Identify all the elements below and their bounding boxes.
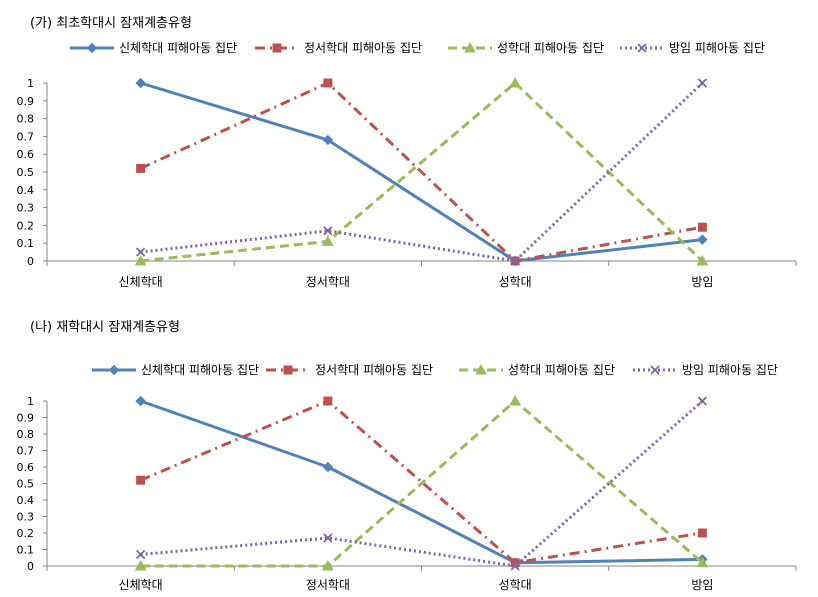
series <box>135 78 708 266</box>
x-tick-label: 신체학대 <box>119 275 163 289</box>
data-point <box>323 396 333 406</box>
legend-item: 방임 피해아동 집단 <box>620 41 765 55</box>
x-tick-label: 방임 <box>691 275 713 289</box>
y-tick-label: 0.6 <box>17 148 35 161</box>
y-tick-label: 0.4 <box>17 184 35 197</box>
series-line <box>140 399 704 568</box>
legend-marker-diamond <box>108 364 120 376</box>
y-tick-label: 0.7 <box>17 130 35 143</box>
data-point <box>697 78 708 88</box>
data-point <box>697 234 708 245</box>
x-tick-label: 신체학대 <box>119 578 163 592</box>
data-point <box>134 559 147 571</box>
y-tick-label: 0.1 <box>17 237 35 250</box>
data-point <box>323 226 333 236</box>
legend-label: 신체학대 피해아동 집단 <box>119 41 237 55</box>
data-point <box>509 394 521 406</box>
data-point <box>135 77 146 89</box>
y-tick-label: 0.8 <box>17 428 35 441</box>
x-tick-label: 성학대 <box>499 578 532 592</box>
data-point <box>322 559 334 571</box>
y-tick-label: 0.7 <box>17 445 35 458</box>
y-tick-label: 0.4 <box>17 494 35 507</box>
data-point <box>697 222 707 232</box>
y-tick-label: 0.3 <box>17 202 35 215</box>
y-tick-label: 0 <box>27 560 34 573</box>
legend-marker-square <box>272 43 282 53</box>
data-point <box>322 134 334 146</box>
y-tick-label: 0.5 <box>17 166 35 179</box>
x-tick-label: 정서학대 <box>306 578 350 592</box>
series <box>134 394 709 571</box>
legend-marker-triangle <box>464 41 476 53</box>
chart-title: (나) 재학대시 잠재계층유형 <box>30 320 180 335</box>
data-point <box>136 163 146 173</box>
legend-label: 성학대 피해아동 집단 <box>508 363 615 377</box>
legend-marker-x <box>637 43 647 53</box>
data-point <box>134 254 147 266</box>
data-point <box>323 78 333 88</box>
legend-item: 성학대 피해아동 집단 <box>448 41 604 55</box>
y-tick-label: 0.8 <box>17 113 35 126</box>
legend-item: 방임 피해아동 집단 <box>633 363 778 377</box>
data-point <box>697 528 707 538</box>
data-point <box>136 475 146 485</box>
y-tick-label: 0.6 <box>17 461 35 474</box>
legend-label: 방임 피해아동 집단 <box>669 41 765 55</box>
series <box>134 76 709 266</box>
series-line <box>140 81 703 263</box>
data-point <box>135 395 146 407</box>
legend-item: 신체학대 피해아동 집단 <box>70 41 237 55</box>
y-tick-label: 0.9 <box>17 412 35 425</box>
legend-marker-x <box>650 365 660 375</box>
y-tick-label: 1 <box>27 395 34 408</box>
data-point <box>697 396 708 406</box>
legend-item: 성학대 피해아동 집단 <box>459 363 615 377</box>
y-tick-label: 0.2 <box>17 527 35 540</box>
data-point <box>509 76 521 88</box>
legend-item: 정서학대 피해아동 집단 <box>266 363 433 377</box>
data-point <box>510 256 520 266</box>
data-point <box>510 561 520 571</box>
y-tick-label: 1 <box>27 77 34 90</box>
data-point <box>135 549 146 560</box>
y-tick-label: 0.3 <box>17 511 35 524</box>
chart-title: (가) 최초학대시 잠재계층유형 <box>30 16 192 31</box>
legend-marker-square <box>283 365 293 375</box>
x-tick-label: 방임 <box>691 578 713 592</box>
x-tick-label: 성학대 <box>499 275 532 289</box>
y-tick-label: 0.9 <box>17 95 35 108</box>
y-tick-label: 0.2 <box>17 219 35 232</box>
legend-item: 정서학대 피해아동 집단 <box>255 41 422 55</box>
data-point <box>135 247 146 257</box>
legend-marker-diamond <box>86 42 98 54</box>
legend-label: 신체학대 피해아동 집단 <box>141 363 259 377</box>
data-point <box>322 235 334 246</box>
series-line <box>140 81 703 263</box>
legend: 신체학대 피해아동 집단 정서학대 피해아동 집단 성학대 피해아동 집단 방임 피해… <box>70 41 765 55</box>
series <box>135 396 708 571</box>
data-point <box>322 461 334 473</box>
legend-label: 정서학대 피해아동 집단 <box>315 363 433 377</box>
legend-label: 방임 피해아동 집단 <box>682 363 778 377</box>
x-tick-label: 정서학대 <box>306 275 350 289</box>
data-point <box>696 254 709 266</box>
y-tick-label: 0 <box>27 255 34 268</box>
series-line <box>140 399 703 565</box>
legend: 신체학대 피해아동 집단 정서학대 피해아동 집단 성학대 피해아동 집단 방임 피해… <box>92 363 778 377</box>
y-tick-label: 0.5 <box>17 478 35 491</box>
y-tick-label: 0.1 <box>17 544 35 557</box>
data-point <box>696 556 709 568</box>
legend-label: 성학대 피해아동 집단 <box>497 41 604 55</box>
legend-label: 정서학대 피해아동 집단 <box>304 41 422 55</box>
legend-marker-triangle <box>475 363 487 375</box>
data-point <box>323 533 333 543</box>
legend-item: 신체학대 피해아동 집단 <box>92 363 259 377</box>
series-line <box>140 81 704 263</box>
